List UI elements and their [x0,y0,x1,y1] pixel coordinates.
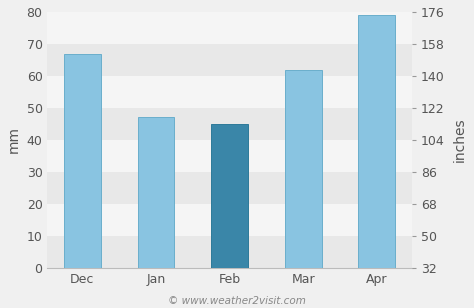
Bar [47,108,412,140]
Text: © www.weather2visit.com: © www.weather2visit.com [168,297,306,306]
Bar [137,117,174,268]
Bar [358,15,395,268]
Bar [47,204,412,236]
Bar [47,12,412,44]
Y-axis label: mm: mm [7,126,21,153]
Bar [47,76,412,108]
Bar [47,172,412,204]
Bar [47,236,412,268]
Bar [64,54,101,268]
Y-axis label: inches: inches [453,118,467,162]
Bar [47,140,412,172]
Bar [211,124,248,268]
Bar [47,44,412,76]
Bar [285,70,322,268]
